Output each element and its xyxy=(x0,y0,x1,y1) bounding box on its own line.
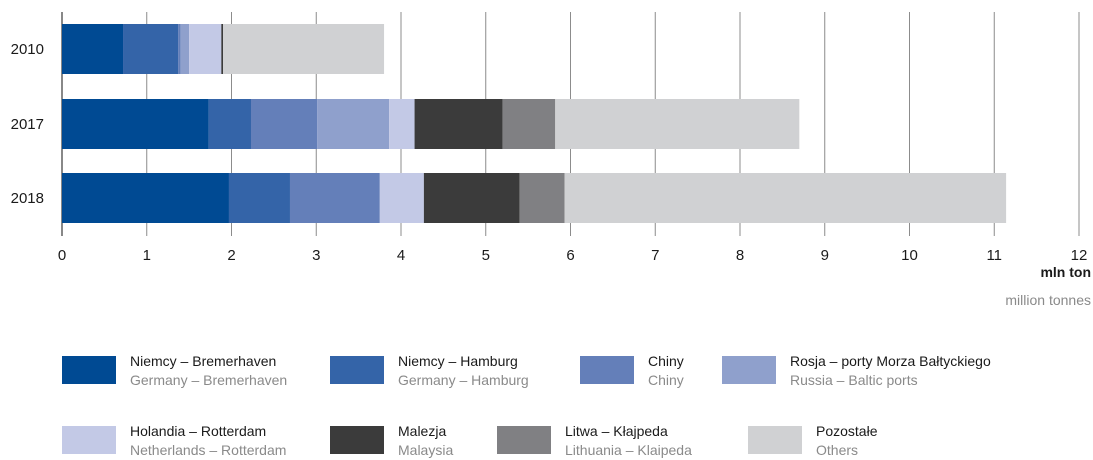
bar-segment xyxy=(62,99,209,149)
x-tick-label: 8 xyxy=(736,247,744,264)
legend-item: Litwa – Kłajpeda Lithuania – Klaipeda xyxy=(497,422,692,460)
legend-label: Litwa – Kłajpeda xyxy=(565,423,668,439)
legend-item: Malezja Malaysia xyxy=(330,422,453,460)
legend-swatch xyxy=(62,426,116,454)
x-tick-label: 5 xyxy=(482,247,490,264)
bar-segment xyxy=(123,24,179,74)
bar-segment xyxy=(555,99,800,149)
legend-text: Holandia – Rotterdam Netherlands – Rotter… xyxy=(130,422,286,460)
bar-segment xyxy=(180,24,190,74)
bar-segment xyxy=(289,173,380,223)
x-tick-label: 11 xyxy=(986,247,1002,264)
x-axis-unit-label-en: million tonnes xyxy=(1005,292,1091,308)
bar-segment xyxy=(250,99,318,149)
legend-label: Holandia – Rotterdam xyxy=(130,423,267,439)
x-axis-unit-label: mln ton xyxy=(1040,264,1091,280)
legend-label: Rosja – porty Morza Bałtyckiego xyxy=(790,353,991,369)
legend-item: Chiny Chiny xyxy=(580,352,684,390)
bar-segment xyxy=(178,24,181,74)
bar-segment xyxy=(62,173,229,223)
legend-item: Niemcy – Hamburg Germany – Hamburg xyxy=(330,352,529,390)
x-axis-tick-labels: 0 1 2 3 4 5 6 7 8 9 10 11 12 xyxy=(58,247,1088,264)
bar-segment xyxy=(221,24,224,74)
bar-segment xyxy=(223,24,385,74)
legend-label-en: Russia – Baltic ports xyxy=(790,372,918,388)
legend-label-en: Lithuania – Klaipeda xyxy=(565,442,692,458)
legend-text: Niemcy – Bremerhaven Germany – Bremerhave… xyxy=(130,352,287,390)
legend-label-en: Germany – Bremerhaven xyxy=(130,372,288,388)
bar-segment xyxy=(317,99,390,149)
bar-segment xyxy=(62,24,124,74)
bar-segment xyxy=(414,99,503,149)
legend-label: Niemcy – Hamburg xyxy=(398,353,518,369)
legend-swatch xyxy=(748,426,802,454)
legend-label-en: Netherlands – Rotterdam xyxy=(130,442,287,458)
legend-swatch xyxy=(497,426,551,454)
x-tick-label: 4 xyxy=(397,247,405,264)
x-tick-label: 1 xyxy=(143,247,151,264)
bar-segment xyxy=(189,24,222,74)
legend-swatch xyxy=(580,356,634,384)
legend-text: Chiny Chiny xyxy=(648,352,684,390)
legend-swatch xyxy=(330,426,384,454)
x-tick-label: 3 xyxy=(312,247,320,264)
legend-swatch xyxy=(722,356,776,384)
legend-label: Malezja xyxy=(398,423,447,439)
bar-segment xyxy=(208,99,251,149)
bar-segment xyxy=(379,173,424,223)
category-label: 2017 xyxy=(11,116,44,133)
x-tick-label: 0 xyxy=(58,247,66,264)
legend-swatch xyxy=(62,356,116,384)
bar-segment xyxy=(564,173,1007,223)
legend-label: Chiny xyxy=(648,353,684,369)
legend-label-en: Others xyxy=(816,442,859,458)
legend-item: Rosja – porty Morza Bałtyckiego Russia – … xyxy=(722,352,991,390)
legend-label-en: Chiny xyxy=(648,372,684,388)
legend-text: Pozostałe Others xyxy=(816,422,877,460)
bar-segment xyxy=(502,99,556,149)
x-tick-label: 2 xyxy=(227,247,235,264)
legend-item: Pozostałe Others xyxy=(748,422,877,460)
legend-swatch xyxy=(330,356,384,384)
legend-label: Niemcy – Bremerhaven xyxy=(130,353,277,369)
legend-label-en: Malaysia xyxy=(398,442,454,458)
x-tick-label: 9 xyxy=(821,247,829,264)
legend-label-en: Germany – Hamburg xyxy=(398,372,529,388)
x-tick-label: 6 xyxy=(566,247,574,264)
x-tick-label: 12 xyxy=(1071,247,1088,264)
legend-text: Litwa – Kłajpeda Lithuania – Klaipeda xyxy=(565,422,692,460)
category-labels: 2010 2017 2018 xyxy=(11,41,44,207)
legend-text: Niemcy – Hamburg Germany – Hamburg xyxy=(398,352,529,390)
legend-item: Niemcy – Bremerhaven Germany – Bremerhave… xyxy=(62,352,287,390)
bar-segment xyxy=(423,173,520,223)
bar-segments xyxy=(62,24,1007,223)
legend-text: Rosja – porty Morza Bałtyckiego Russia – … xyxy=(790,352,991,390)
bar-segment xyxy=(228,173,290,223)
x-tick-label: 7 xyxy=(651,247,659,264)
x-tick-label: 10 xyxy=(901,247,918,264)
legend-label: Pozostałe xyxy=(816,423,878,439)
legend-text: Malezja Malaysia xyxy=(398,422,453,460)
category-label: 2010 xyxy=(11,41,44,58)
legend-item: Holandia – Rotterdam Netherlands – Rotter… xyxy=(62,422,286,460)
bar-segment xyxy=(519,173,565,223)
category-label: 2018 xyxy=(11,190,44,207)
bar-segment xyxy=(389,99,415,149)
